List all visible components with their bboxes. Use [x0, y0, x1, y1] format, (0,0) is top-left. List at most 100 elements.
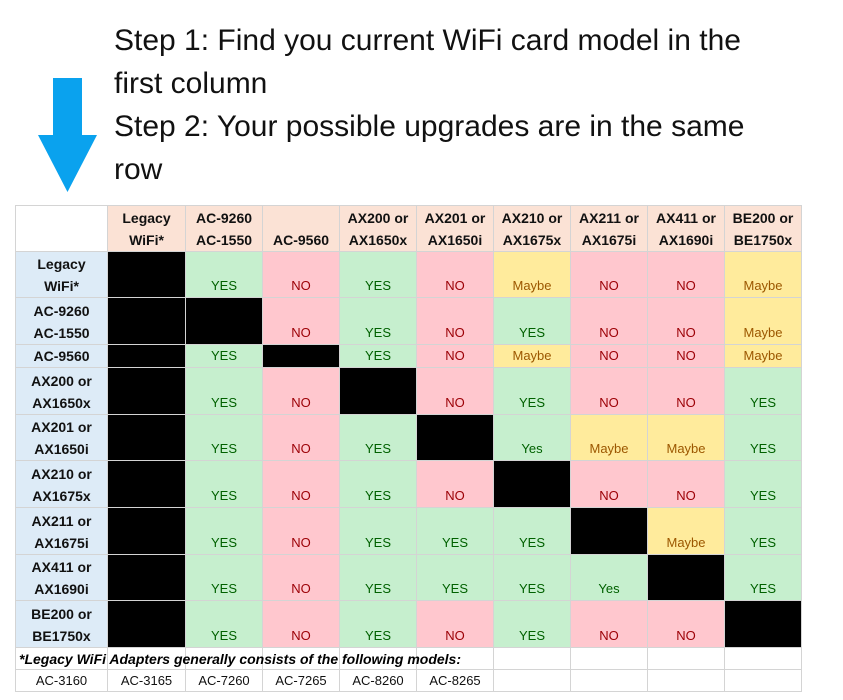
blocked-cell [108, 601, 186, 648]
model-cell: AC-7265 [263, 670, 340, 692]
cell-line: AC-9560 [272, 232, 330, 248]
result-cell: NO [263, 298, 340, 345]
model-text: AC-8260 [352, 672, 404, 688]
result-text: YES [749, 535, 776, 550]
cell-line: AX1690i [658, 232, 714, 248]
model-text: AC-7265 [275, 672, 327, 688]
cell-line: AX201 or [424, 210, 486, 226]
result-text: YES [364, 535, 391, 550]
column-header: Legacy WiFi* [108, 205, 186, 252]
row-header: BE200 or BE1750x [15, 601, 108, 648]
cell-line: AX210 or [501, 210, 563, 226]
result-cell: NO [648, 298, 725, 345]
result-cell: Maybe [648, 415, 725, 461]
cell-line: AC-1550 [195, 232, 253, 248]
blocked-cell [108, 345, 186, 368]
result-text: YES [518, 395, 545, 410]
cell-line: AX1675i [34, 535, 89, 551]
empty-cell [725, 648, 802, 670]
result-cell: YES [340, 508, 417, 555]
result-cell: YES [340, 298, 417, 345]
result-text: NO [291, 581, 311, 596]
result-text: YES [749, 581, 776, 596]
result-cell: YES [186, 555, 263, 601]
cell-line: Legacy [122, 210, 171, 226]
result-cell: Yes [494, 415, 571, 461]
blocked-cell [725, 601, 802, 648]
result-text: YES [518, 628, 545, 643]
result-cell: NO [417, 601, 494, 648]
empty-cell [571, 648, 648, 670]
result-cell: Maybe [571, 415, 648, 461]
result-text: Maybe [743, 348, 783, 363]
result-text: NO [291, 441, 311, 456]
result-text: YES [518, 325, 545, 340]
column-header: AX211 or AX1675i [571, 205, 648, 252]
column-header: AC-9260 AC-1550 [186, 205, 263, 252]
result-cell: YES [340, 345, 417, 368]
result-text: Maybe [743, 325, 783, 340]
column-header: AX200 or AX1650x [340, 205, 417, 252]
result-text: YES [210, 278, 237, 293]
blocked-cell [340, 368, 417, 415]
model-cell: AC-8265 [417, 670, 494, 692]
result-text: YES [364, 348, 391, 363]
empty-cell [263, 648, 340, 670]
result-text: Yes [598, 581, 620, 596]
cell-line: AX411 or [656, 210, 716, 226]
result-cell: YES [725, 415, 802, 461]
cell-line: AX211 or [31, 513, 92, 529]
result-cell: NO [648, 461, 725, 508]
cell-line: Legacy [37, 256, 86, 272]
row-header: AC-9560 [15, 345, 108, 368]
result-cell: NO [571, 368, 648, 415]
result-text: NO [599, 628, 619, 643]
cell-line: AX210 or [31, 466, 92, 482]
result-text: NO [599, 395, 619, 410]
result-cell: NO [571, 252, 648, 298]
result-cell: YES [494, 508, 571, 555]
model-text: AC-3160 [35, 672, 88, 688]
result-cell: YES [417, 508, 494, 555]
result-cell: Maybe [725, 345, 802, 368]
result-cell: YES [340, 461, 417, 508]
result-cell: NO [571, 461, 648, 508]
result-text: NO [291, 278, 311, 293]
result-cell: NO [648, 368, 725, 415]
result-text: NO [445, 278, 465, 293]
result-text: NO [291, 325, 311, 340]
blocked-cell [108, 508, 186, 555]
blocked-cell [571, 508, 648, 555]
result-text: NO [445, 628, 465, 643]
result-text: NO [599, 325, 619, 340]
result-text: NO [445, 395, 465, 410]
cell-line: AX1690i [34, 581, 89, 597]
result-text: Maybe [666, 535, 706, 550]
result-text: Maybe [512, 278, 552, 293]
model-cell [571, 670, 648, 692]
instruction-line: Step 1: Find you current WiFi card model… [114, 24, 741, 57]
result-cell: YES [340, 252, 417, 298]
result-text: YES [364, 628, 391, 643]
row-header: AC-9260 AC-1550 [15, 298, 108, 345]
result-cell: YES [186, 252, 263, 298]
model-cell: AC-3165 [108, 670, 186, 692]
result-text: YES [364, 441, 391, 456]
result-text: NO [599, 348, 619, 363]
model-cell: AC-3160 [15, 670, 108, 692]
result-text: Maybe [512, 348, 552, 363]
result-text: NO [445, 348, 465, 363]
blocked-cell [494, 461, 571, 508]
column-header: AX210 or AX1675x [494, 205, 571, 252]
result-cell: YES [494, 555, 571, 601]
blocked-cell [108, 415, 186, 461]
cell-line: AX211 or [579, 210, 639, 226]
result-text: NO [291, 628, 311, 643]
row-header: AX201 or AX1650i [15, 415, 108, 461]
empty-cell [186, 648, 263, 670]
model-cell [494, 670, 571, 692]
empty-cell [108, 648, 186, 670]
result-cell: YES [725, 555, 802, 601]
result-text: NO [291, 488, 311, 503]
result-cell: NO [263, 368, 340, 415]
